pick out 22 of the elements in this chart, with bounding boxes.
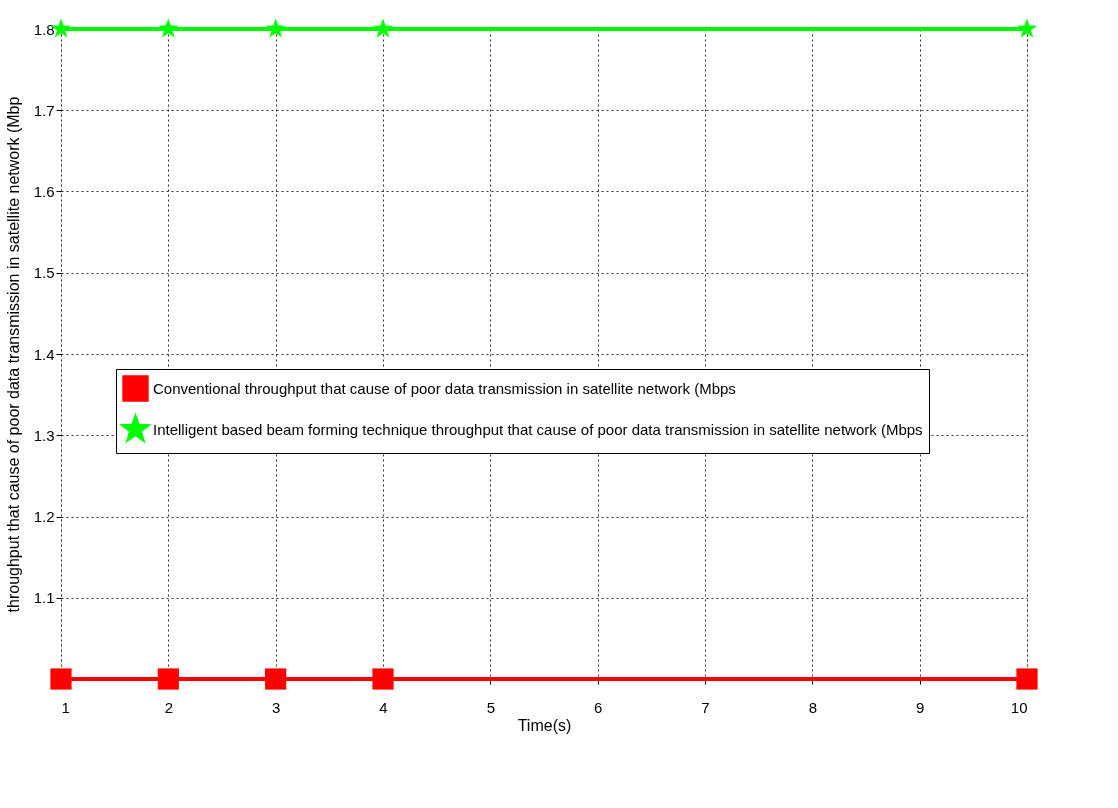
x-tick-label: 9	[915, 698, 925, 716]
y-tick-label: 1.3	[33, 426, 55, 444]
x-tick-label: 2	[164, 698, 174, 716]
y-tick-label: 1.2	[33, 508, 55, 525]
x-tick-label: 1	[61, 698, 70, 716]
y-tick-label: 1.4	[33, 345, 55, 363]
x-tick-label: 5	[486, 698, 496, 716]
y-tick-label: 1.7	[33, 101, 55, 119]
y-axis-title: throughput that cause of poor data transmission in satellite network (Mbp	[4, 96, 22, 613]
legend-label: Intelligent based beam forming technique throughput that cause of poor data transmission in satellite network (Mbps	[153, 420, 923, 438]
x-axis-title: Time(s)	[517, 716, 572, 734]
x-tick-label: 4	[379, 698, 388, 716]
legend-label: Conventional throughput that cause of poor data transmission in satellite network (Mbps	[153, 379, 736, 397]
y-tick-label: 1.8	[33, 20, 55, 38]
x-tick-label: 7	[701, 698, 710, 716]
x-tick-label: 3	[271, 698, 281, 716]
y-tick-label: 1.5	[33, 264, 55, 282]
x-tick-label: 10	[1010, 698, 1028, 716]
x-tick-label: 6	[593, 698, 603, 716]
y-tick-label: 1.6	[33, 183, 55, 200]
x-tick-label: 8	[808, 698, 818, 716]
y-tick-label: 1.1	[33, 589, 55, 607]
